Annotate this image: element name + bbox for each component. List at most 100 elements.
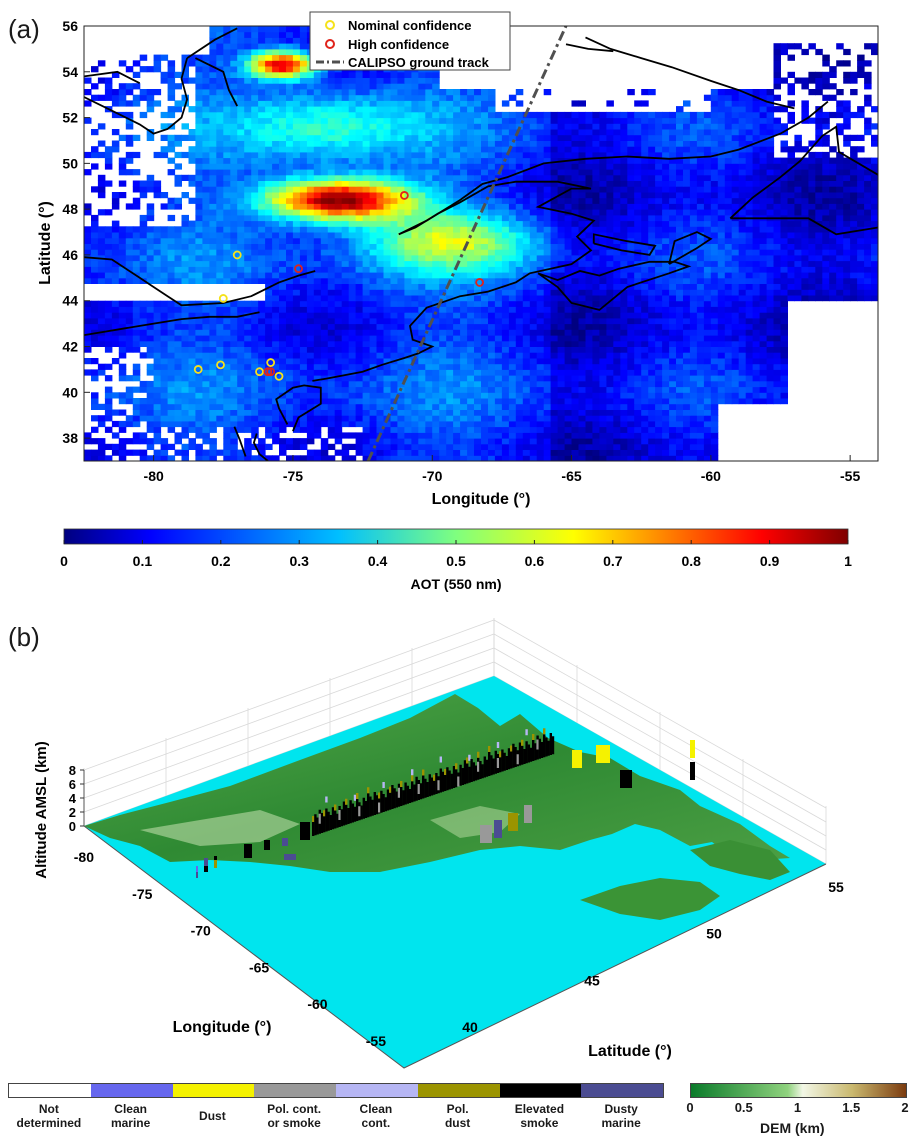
aot-cell: [467, 358, 475, 365]
aot-cell: [132, 363, 141, 370]
aot-cell: [641, 232, 649, 239]
aot-cell: [272, 432, 280, 439]
aot-cell: [286, 174, 294, 181]
aot-cell: [341, 358, 350, 365]
aot-cell: [467, 409, 475, 416]
aot-cell: [738, 260, 747, 267]
aot-cell: [146, 266, 155, 273]
aot-cell: [481, 169, 489, 176]
aot-cell: [745, 340, 754, 347]
aot-cell: [578, 438, 586, 445]
aot-cell: [780, 358, 788, 365]
aot-cell: [160, 438, 169, 445]
aot-cell: [369, 403, 378, 410]
aot-cell: [223, 197, 231, 204]
aot-cell: [376, 420, 384, 428]
aot-cell: [731, 192, 740, 199]
aot-cell: [439, 438, 447, 445]
aot-cell: [397, 186, 405, 193]
aot-cell: [376, 283, 384, 290]
aot-cell: [488, 283, 496, 290]
aot-cell: [717, 317, 726, 325]
aot-cell: [522, 192, 531, 199]
aot-cell: [627, 174, 635, 181]
aot-cell: [655, 186, 663, 193]
aot-cell: [418, 266, 426, 273]
aot-cell: [481, 432, 489, 439]
aot-cell: [411, 295, 419, 302]
aot-cell: [515, 415, 524, 422]
aot-cell: [683, 420, 691, 428]
aot-cell: [446, 237, 454, 244]
aot-cell: [578, 386, 586, 393]
aot-cell: [299, 277, 308, 284]
aot-cell: [648, 449, 656, 456]
aot-cell: [613, 312, 621, 319]
aot-cell: [550, 237, 559, 244]
aot-cell: [299, 249, 308, 256]
aot-cell: [613, 443, 621, 450]
aot-cell: [181, 329, 189, 336]
aot-cell: [202, 260, 210, 267]
aot-cell: [84, 260, 92, 267]
aot-cell: [397, 174, 405, 181]
aot-cell: [167, 214, 176, 222]
aot-cell: [265, 420, 273, 428]
aot-cell: [557, 386, 566, 393]
aot-cell: [655, 323, 663, 330]
aot-cell: [508, 392, 517, 399]
aot-cell: [223, 352, 231, 359]
aot-cell: [244, 369, 252, 376]
aot-cell: [286, 312, 294, 319]
aot-cell: [488, 340, 496, 347]
aot-cell: [501, 398, 510, 405]
aot-cell: [91, 312, 99, 319]
aot-cell: [460, 209, 468, 216]
aot-cell: [460, 329, 468, 336]
aot-cell: [404, 375, 412, 382]
aot-cell: [634, 352, 642, 359]
aot-cell: [592, 375, 600, 382]
aot-cell: [174, 432, 182, 439]
aot-cell: [132, 449, 141, 456]
aot-cell: [341, 346, 350, 353]
aot-cell: [251, 306, 259, 313]
aot-cell: [620, 226, 628, 233]
aot-cell: [752, 243, 761, 250]
aot-cell: [411, 352, 419, 359]
aot-cell: [279, 323, 287, 330]
aot-cell: [850, 277, 858, 284]
aot-cell: [460, 174, 468, 181]
aot-cell: [508, 295, 517, 302]
aot-cell: [871, 220, 878, 227]
aot-cell: [655, 226, 663, 233]
aot-cell: [571, 317, 579, 325]
aot-cell: [620, 352, 628, 359]
aot-cell: [529, 289, 538, 296]
aot-cell: [223, 232, 231, 239]
aot-cell: [536, 174, 545, 181]
aot-cell: [146, 186, 155, 193]
aot-cell: [829, 186, 837, 193]
aot-cell: [313, 254, 322, 262]
aot-cell: [759, 306, 768, 313]
aot-cell: [683, 380, 691, 388]
aot-cell: [383, 254, 391, 262]
aot-cell: [592, 323, 600, 330]
aot-cell: [223, 203, 231, 210]
aot-cell: [118, 426, 127, 433]
aot-cell: [369, 380, 378, 388]
aot-cell: [508, 426, 517, 433]
aot-cell: [404, 409, 412, 416]
aot-cell: [167, 392, 176, 399]
aot-cell: [836, 192, 844, 199]
aot-cell: [348, 277, 357, 284]
aot-cell: [341, 174, 350, 181]
aot-cell: [488, 180, 496, 187]
aot-cell: [766, 380, 775, 388]
aot-cell: [871, 266, 878, 273]
aot-cell: [571, 398, 579, 405]
aot-cell: [696, 438, 705, 445]
aot-cell: [599, 260, 607, 267]
aot-cell: [801, 249, 809, 256]
